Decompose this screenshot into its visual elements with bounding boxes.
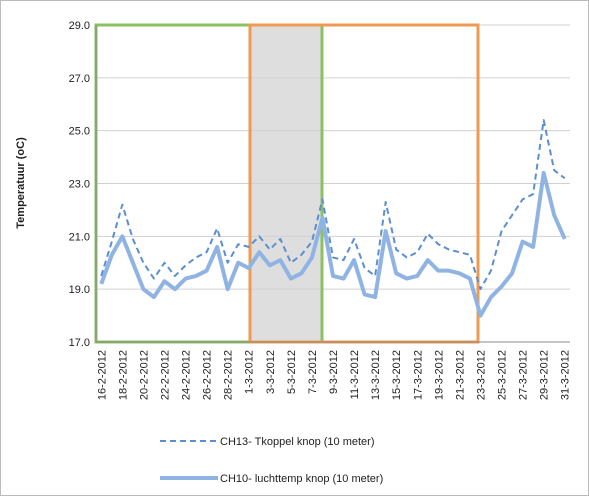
x-tick-label: 22-2-2012 (159, 350, 171, 400)
x-tick-label: 7-3-2012 (307, 350, 319, 394)
y-tick-label: 29.0 (69, 20, 90, 32)
shaded-region (250, 25, 322, 342)
x-tick-label: 1-3-2012 (244, 350, 256, 394)
y-axis-label: Temperatuur (oC) (15, 137, 27, 229)
x-tick-label: 17-3-2012 (412, 350, 424, 400)
x-tick-label: 11-3-2012 (349, 350, 361, 399)
y-tick-label: 27.0 (69, 73, 90, 85)
legend-label: CH13- Tkoppel knop (10 meter) (220, 436, 374, 448)
x-tick-label: 9-3-2012 (328, 350, 340, 394)
x-tick-label: 19-3-2012 (433, 350, 445, 400)
x-tick-label: 18-2-2012 (117, 350, 129, 400)
x-tick-label: 20-2-2012 (138, 350, 150, 400)
y-tick-label: 17.0 (69, 337, 90, 349)
x-tick-label: 31-3-2012 (560, 350, 572, 400)
x-tick-label: 21-3-2012 (454, 350, 466, 400)
x-tick-label: 26-2-2012 (202, 350, 214, 400)
y-tick-label: 25.0 (69, 126, 90, 138)
x-tick-label: 25-3-2012 (497, 350, 509, 400)
y-tick-label: 21.0 (69, 231, 90, 243)
series-line (100, 119, 566, 291)
x-tick-label: 24-2-2012 (181, 350, 193, 400)
x-tick-label: 23-3-2012 (475, 350, 487, 400)
x-tick-label: 5-3-2012 (286, 350, 298, 394)
x-tick-label: 16-2-2012 (96, 350, 108, 400)
series-line (99, 170, 567, 318)
y-tick-label: 23.0 (69, 179, 90, 191)
y-tick-label: 19.0 (69, 284, 90, 296)
x-tick-label: 29-3-2012 (539, 350, 551, 400)
x-tick-label: 15-3-2012 (391, 350, 403, 400)
x-tick-label: 27-3-2012 (518, 350, 530, 400)
x-tick-label: 13-3-2012 (370, 350, 382, 400)
x-tick-label: 28-2-2012 (223, 350, 235, 400)
x-tick-label: 3-3-2012 (265, 350, 277, 394)
legend-label: CH10- luchttemp knop (10 meter) (220, 473, 383, 485)
